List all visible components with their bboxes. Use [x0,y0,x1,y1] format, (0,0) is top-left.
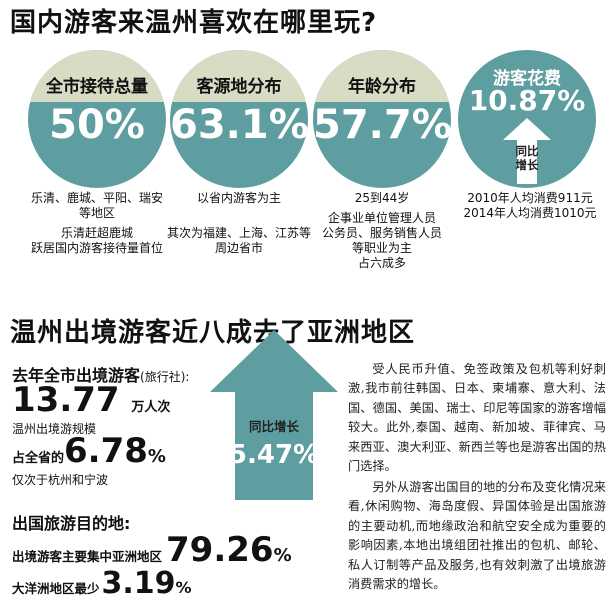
section1-title: 国内游客来温州喜欢在哪里玩? [10,8,378,38]
share-row: 占全省的6.78% [12,431,166,471]
growth-label-line2: 增长 [515,158,539,172]
caption-line: 公务员、服务销售人员 [321,226,442,240]
growth-big-arrow-icon [210,330,338,500]
oceania-pct: % [175,578,192,597]
circle-value: 50% [49,102,145,148]
circle-label: 全市接待总量 [46,77,148,97]
asia-value: 79.26 [166,530,274,570]
caption-line: 其次为福建、上海、江苏等 [166,226,311,240]
share-prefix: 占全省的 [12,451,65,466]
caption-age: 25到44岁 企事业单位管理人员 公务员、服务销售人员 等职业为主 占六成多 [307,191,457,271]
stat-circle-origin: 客源地分布 63.1% [170,50,308,188]
growth-label-line1: 同比 [515,144,539,158]
paragraph-1: 受人民币升值、免签政策及包机等利好刺激,我市前往韩国、日本、柬埔寨、意大利、法国… [348,362,606,474]
circle-value: 57.7% [313,102,451,148]
circle-label: 年龄分布 [348,77,416,97]
caption-line: 乐清赶超鹿城 [60,226,133,240]
oceania-value: 3.19 [101,566,176,601]
share-note: 仅次于杭州和宁波 [12,473,109,487]
circle-value: 63.1% [170,102,308,148]
paragraph-2: 另外从游客出国目的地的分布及变化情况来看,休闲购物、海岛度假、异国体验是出国旅游… [348,480,606,592]
circle-label: 游客花费 [493,69,561,89]
caption-line: 占六成多 [357,256,406,270]
outbound-count: 13.77 万人次 [12,380,170,420]
circle-label: 客源地分布 [196,77,282,97]
caption-spending: 2010年人均消费911元 2014年人均消费1010元 [455,191,605,221]
share-pct: % [147,446,166,467]
agency-note: (旅行社): [140,370,190,384]
count-value: 13.77 [12,380,120,420]
stat-circle-total-visitors: 全市接待总量 50% [28,50,166,188]
caption-line: 企事业单位管理人员 [327,211,436,225]
caption-line: 等职业为主 [351,241,412,255]
stat-circle-age: 年龄分布 57.7% [313,50,451,188]
oceania-label: 大洋洲地区最少 [12,581,100,596]
scale-label: 温州出境游规模 [12,422,97,436]
asia-label: 出境游客主要集中亚洲地区 [12,549,163,564]
arrow-label: 同比增长 [248,419,299,434]
last-year-text: 去年全市出境游客 [12,366,141,385]
dest-title: 出国旅游目的地: [12,514,131,533]
arrow-value: 5.47% [228,440,320,470]
caption-line: 乐清、鹿城、平阳、瑞安 [30,191,163,205]
growth-arrow-icon [503,118,551,184]
section2-title: 温州出境游客近八成去了亚洲地区 [10,318,416,348]
caption-total: 乐清、鹿城、平阳、瑞安 等地区 乐清赶超鹿城 跃居国内游客接待量首位 [22,191,172,256]
asia-pct: % [273,545,292,566]
caption-origin: 以省内游客为主 其次为福建、上海、江苏等 周边省市 [164,191,314,256]
caption-line: 2014年人均消费1010元 [463,206,597,220]
caption-line: 2010年人均消费911元 [467,191,593,205]
caption-line: 以省内游客为主 [196,191,281,205]
caption-line: 等地区 [78,206,115,220]
last-year-label: 去年全市出境游客(旅行社): [12,362,189,386]
asia-row: 出境游客主要集中亚洲地区 79.26% [12,530,292,570]
share-value: 6.78 [64,431,148,471]
growth-label: 同比 增长 [503,144,551,172]
count-unit: 万人次 [131,400,171,415]
caption-line: 跃居国内游客接待量首位 [30,241,163,255]
caption-line: 周边省市 [214,241,263,255]
oceania-row: 大洋洲地区最少3.19% [12,566,192,601]
caption-line: 25到44岁 [354,191,410,205]
circle-value: 10.87% [468,84,586,117]
